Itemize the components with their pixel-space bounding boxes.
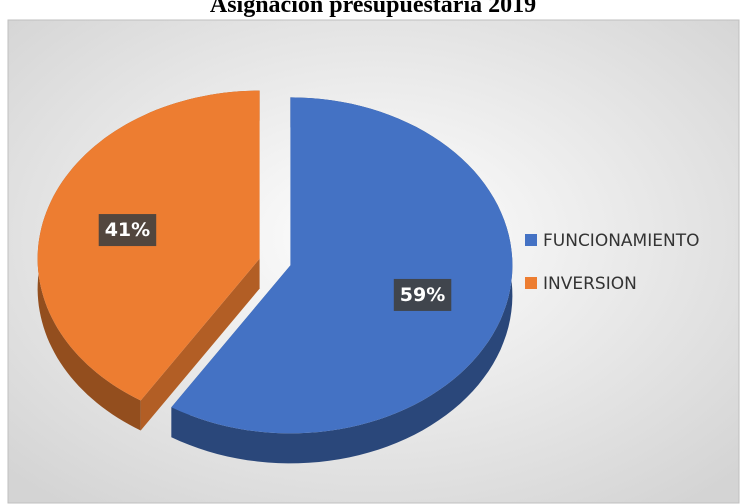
- pie-slice: [171, 97, 513, 434]
- legend-label: FUNCIONAMIENTO: [543, 231, 699, 251]
- slice-edge: [140, 258, 260, 431]
- data-label: 59%: [400, 284, 445, 306]
- legend-label: INVERSION: [543, 274, 637, 294]
- data-label: 41%: [105, 219, 150, 241]
- legend-swatch: [525, 234, 537, 246]
- legend-swatch: [525, 277, 537, 289]
- data-label-box: [98, 214, 157, 247]
- chart-title: Asignación presupuestaria 2019: [210, 0, 536, 18]
- slice-rim: [171, 97, 513, 464]
- data-label-box: [393, 278, 452, 311]
